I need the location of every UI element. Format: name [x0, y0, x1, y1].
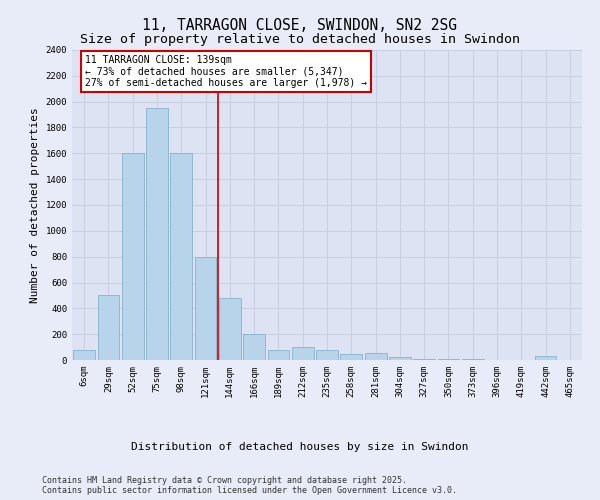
Bar [535, 356, 556, 360]
Bar [194, 256, 217, 360]
Bar [316, 350, 338, 360]
Text: Size of property relative to detached houses in Swindon: Size of property relative to detached ho… [80, 32, 520, 46]
Bar [365, 353, 386, 360]
Y-axis label: Number of detached properties: Number of detached properties [30, 107, 40, 303]
Bar [170, 154, 192, 360]
Bar [292, 347, 314, 360]
Text: 11, TARRAGON CLOSE, SWINDON, SN2 2SG: 11, TARRAGON CLOSE, SWINDON, SN2 2SG [143, 18, 458, 32]
Bar [389, 358, 411, 360]
Text: Contains HM Land Registry data © Crown copyright and database right 2025.
Contai: Contains HM Land Registry data © Crown c… [42, 476, 457, 495]
Bar [268, 350, 289, 360]
Text: 11 TARRAGON CLOSE: 139sqm
← 73% of detached houses are smaller (5,347)
27% of se: 11 TARRAGON CLOSE: 139sqm ← 73% of detac… [85, 55, 367, 88]
Bar [340, 354, 362, 360]
Bar [146, 108, 168, 360]
Bar [219, 298, 241, 360]
Bar [73, 350, 95, 360]
Bar [97, 296, 119, 360]
Text: Distribution of detached houses by size in Swindon: Distribution of detached houses by size … [131, 442, 469, 452]
Bar [413, 358, 435, 360]
Bar [243, 334, 265, 360]
Bar [122, 154, 143, 360]
